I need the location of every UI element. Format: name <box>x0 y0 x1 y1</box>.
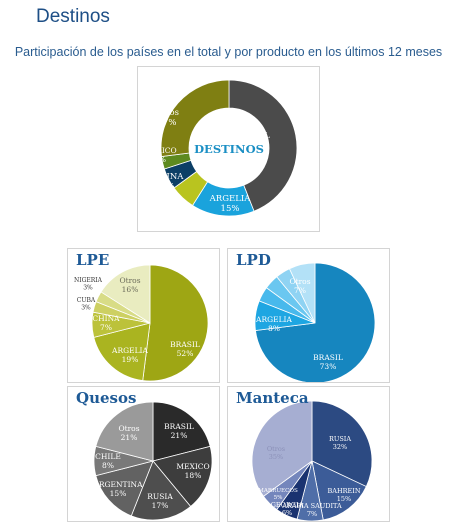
destinos-label-rusia: RUSIA <box>139 164 165 173</box>
lpe-label-cuba: CUBA <box>77 297 96 304</box>
destinos-chart-panel: BRASIL 44% ARGELIA 15% CHINA 6% RUSIA 5% MÉXICO 3… <box>137 66 320 232</box>
lpd-label-rusia: RUSIA <box>265 261 285 267</box>
quesos-slice-argentina <box>95 460 154 517</box>
lpe-label-argelia: ARGELIA <box>111 346 148 355</box>
destinos-center-label: DESTINOS <box>194 142 264 156</box>
quesos-value-argentina: 15% <box>110 489 127 498</box>
quesos-label-otros: Otros <box>118 424 139 433</box>
lpe-slice-argelia <box>93 322 151 381</box>
lpd-chart-panel: BRASIL 73% ARGELIA 8% BOLIVIA 4% CHINA 4% RUSIA 4… <box>227 248 390 383</box>
lpd-label-otros: Otros <box>289 277 310 286</box>
manteca-value-rusia: 32% <box>333 443 347 451</box>
page-title: Destinos <box>36 6 110 27</box>
destinos-label-china: CHINA <box>153 172 185 182</box>
lpd-label-brasil: BRASIL <box>313 353 343 362</box>
lpe-label-otros: Otros <box>119 276 140 285</box>
destinos-value-rusia: 5% <box>146 173 158 182</box>
lpe-pie-chart: BRASIL52%ARGELIA19%CHINA7%CUBA3%NIGERIA3… <box>74 264 209 382</box>
destinos-slice-brasil <box>228 79 298 212</box>
manteca-slice-rusia <box>311 400 373 488</box>
manteca-value-bahrein: 15% <box>337 495 351 503</box>
lpd-slice-otros <box>288 262 316 324</box>
lpd-chart-title: LPD <box>236 251 271 269</box>
destinos-label-otros: Otros <box>155 108 179 118</box>
destinos-label-argelia: ARGELIA <box>209 194 252 204</box>
quesos-chart-title: Quesos <box>76 389 137 407</box>
quesos-value-rusia: 17% <box>152 501 169 510</box>
destinos-value-china: 6% <box>161 182 175 192</box>
lpe-value-cuba: 3% <box>81 305 91 312</box>
lpd-value-china: 4% <box>246 278 255 284</box>
destinos-label-brasil: BRASIL <box>236 131 270 141</box>
lpd-value-brasil: 73% <box>320 362 337 371</box>
destinos-label-mexico: MÉXICO <box>143 146 176 155</box>
lpd-label-argelia: ARGELIA <box>255 315 292 324</box>
quesos-value-chile: 8% <box>102 461 114 470</box>
manteca-value-arabia-saudita: 7% <box>307 510 317 518</box>
lpe-label-china: CHINA <box>92 314 120 323</box>
lpe-label-nigeria: NIGERIA <box>74 277 103 284</box>
lpd-label-bolivia: BOLIVIA <box>231 288 257 294</box>
destinos-value-mexico: 3% <box>154 155 166 164</box>
lpe-value-china: 7% <box>100 323 112 332</box>
quesos-label-brasil: BRASIL <box>164 422 194 431</box>
lpe-label-brasil: BRASIL <box>170 340 200 349</box>
quesos-slice-otros <box>95 401 154 462</box>
manteca-chart-panel: RUSIA 32% BAHREIN 15% ARABIA SAUDITA 7% GEORGI… <box>227 386 390 522</box>
lpd-value-bolivia: 4% <box>240 295 249 301</box>
lpe-value-brasil: 52% <box>177 349 194 358</box>
quesos-label-rusia: RUSIA <box>147 492 173 501</box>
lpd-value-rusia: 4% <box>271 268 280 274</box>
quesos-pie-chart: BRASIL21%MEXICO18%RUSIA17%ARGENTINA15%CH… <box>92 401 213 521</box>
quesos-slice-rusia <box>130 460 192 521</box>
manteca-slice-bahrein <box>311 460 367 521</box>
destinos-value-brasil: 44% <box>244 141 263 151</box>
lpe-value-argelia: 19% <box>122 355 139 364</box>
quesos-label-mexico: MEXICO <box>176 462 209 471</box>
lpe-chart-title: LPE <box>76 251 110 269</box>
lpe-slice-otros <box>100 264 151 324</box>
manteca-label-otros: Otros <box>267 445 285 453</box>
lpe-value-nigeria: 3% <box>83 285 93 292</box>
lpe-value-otros: 16% <box>122 285 139 294</box>
destinos-slice-otros <box>160 79 230 157</box>
manteca-label-bahrein: BAHREIN <box>327 487 360 495</box>
quesos-chart-panel: BRASIL 21% MEXICO 18% RUSIA 17% ARGENTINA 15% CH… <box>67 386 220 522</box>
quesos-value-mexico: 18% <box>185 471 202 480</box>
lpd-label-china: CHINA <box>240 271 261 277</box>
manteca-label-arabia-saudita: ARABIA SAUDITA <box>281 502 342 510</box>
page-subtitle: Participación de los países en el total … <box>14 45 443 59</box>
destinos-value-argelia: 15% <box>221 204 240 214</box>
manteca-label-marruecos: MARRUECOS <box>258 488 298 494</box>
manteca-label-georgia: GEORGIA <box>271 501 304 509</box>
lpd-value-otros: 7% <box>294 286 306 295</box>
lpe-slice-brasil <box>142 264 209 382</box>
quesos-label-chile: CHILE <box>95 452 121 461</box>
manteca-value-marruecos: 5% <box>274 495 283 501</box>
quesos-slice-brasil <box>152 401 211 462</box>
manteca-value-otros: 35% <box>269 453 283 461</box>
manteca-slice-otros <box>251 400 313 497</box>
destinos-value-otros: 27% <box>158 118 177 128</box>
manteca-label-rusia: RUSIA <box>329 435 351 443</box>
lpd-value-argelia: 8% <box>268 324 280 333</box>
manteca-chart-title: Manteca <box>236 389 309 407</box>
quesos-value-brasil: 21% <box>171 431 188 440</box>
quesos-value-otros: 21% <box>121 433 138 442</box>
quesos-slice-mexico <box>152 445 213 508</box>
manteca-value-georgia: 6% <box>282 509 292 517</box>
lpd-pie-chart: BRASIL73%ARGELIA8%BOLIVIA4%CHINA4%RUSIA4… <box>231 261 376 382</box>
lpe-chart-panel: BRASIL 52% ARGELIA 19% CHINA 7% CUBA 3% NIGERIA 3… <box>67 248 220 383</box>
quesos-label-argentina: ARGENTINA <box>92 480 143 489</box>
